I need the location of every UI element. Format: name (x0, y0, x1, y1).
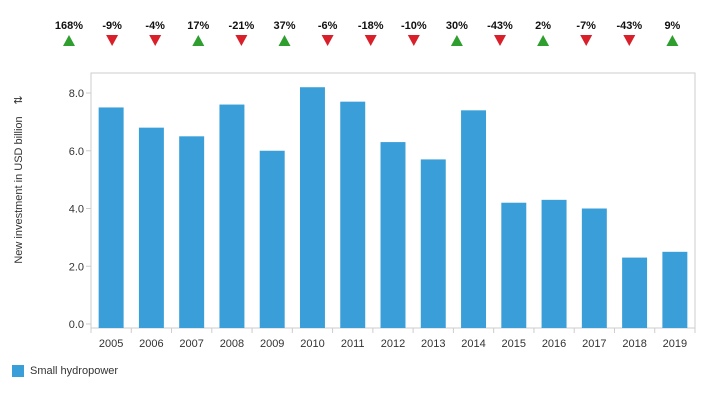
x-tick-label: 2013 (421, 338, 445, 350)
toggle-units-icon[interactable]: ⇅ (13, 95, 25, 104)
bar[interactable] (299, 87, 325, 328)
bars (98, 87, 688, 329)
x-tick-label: 2017 (582, 338, 606, 350)
legend-swatch (12, 365, 24, 377)
legend[interactable]: Small hydropower (12, 365, 118, 377)
x-tick-label: 2014 (461, 338, 485, 350)
x-tick-label: 2012 (381, 338, 405, 350)
change-label: 30% (446, 20, 468, 32)
change-label: -18% (358, 20, 384, 32)
x-tick-label: 2018 (622, 338, 646, 350)
triangle-up-icon (192, 35, 205, 46)
triangle-up-icon (666, 35, 679, 46)
y-tick-label: 2.0 (69, 261, 84, 273)
x-tick-label: 2011 (341, 338, 365, 350)
svg-text:⇅: ⇅ (13, 95, 25, 104)
change-label: -43% (487, 20, 513, 32)
change-label: 2% (535, 20, 551, 32)
bar[interactable] (541, 199, 567, 328)
bar[interactable] (138, 127, 164, 329)
x-tick-label: 2005 (99, 338, 123, 350)
bar[interactable] (662, 251, 688, 328)
triangle-up-icon (537, 35, 550, 46)
change-label: -7% (576, 20, 596, 32)
triangle-down-icon (149, 35, 162, 46)
x-tick-label: 2009 (260, 338, 284, 350)
y-tick-label: 8.0 (69, 88, 84, 100)
x-tick-label: 2006 (139, 338, 163, 350)
change-label: -43% (616, 20, 642, 32)
triangle-down-icon (321, 35, 334, 46)
bar[interactable] (179, 136, 205, 328)
y-tick-label: 6.0 (69, 146, 84, 158)
y-tick-label: 0.0 (69, 319, 84, 331)
bar[interactable] (461, 110, 487, 328)
change-label: -6% (318, 20, 338, 32)
x-tick-label: 2019 (663, 338, 687, 350)
change-label: -9% (102, 20, 122, 32)
y-axis-title: New investment in USD billion (13, 116, 25, 263)
triangle-down-icon (364, 35, 377, 46)
change-label: 168% (55, 20, 83, 32)
annual-change-row: 168% -9% -4% 17% -21% 37% -6% -18% -10% 30% -43% 2%… (55, 20, 681, 46)
bar[interactable] (340, 101, 366, 328)
triangle-up-icon (278, 35, 291, 46)
y-tick-label: 4.0 (69, 204, 84, 216)
triangle-down-icon (623, 35, 636, 46)
bar[interactable] (98, 107, 124, 328)
triangle-down-icon (407, 35, 420, 46)
bar[interactable] (420, 159, 446, 328)
bar[interactable] (380, 142, 406, 328)
x-tick-label: 2015 (502, 338, 526, 350)
change-label: 17% (187, 20, 209, 32)
triangle-down-icon (494, 35, 506, 46)
y-axis: 0.0 2.0 4.0 6.0 8.0 (69, 88, 91, 331)
triangle-down-icon (580, 35, 593, 46)
x-tick-label: 2008 (220, 338, 244, 350)
change-label: 9% (664, 20, 680, 32)
triangle-down-icon (235, 35, 248, 46)
x-tick-label: 2010 (300, 338, 324, 350)
bar[interactable] (219, 104, 245, 328)
triangle-down-icon (106, 35, 119, 46)
triangle-up-icon (450, 35, 463, 46)
bar[interactable] (501, 202, 527, 328)
x-tick-label: 2016 (542, 338, 566, 350)
bar[interactable] (259, 150, 285, 328)
change-label: 37% (273, 20, 295, 32)
change-label: -10% (401, 20, 427, 32)
change-label: -21% (229, 20, 255, 32)
bar[interactable] (581, 208, 607, 329)
x-axis: 2005 2006 2007 2008 2009 2010 2011 2012 2013 2014… (90, 328, 696, 350)
x-tick-label: 2007 (179, 338, 203, 350)
triangle-up-icon (63, 35, 75, 46)
change-label: -4% (145, 20, 165, 32)
bar[interactable] (622, 257, 648, 328)
legend-label: Small hydropower (30, 365, 119, 377)
